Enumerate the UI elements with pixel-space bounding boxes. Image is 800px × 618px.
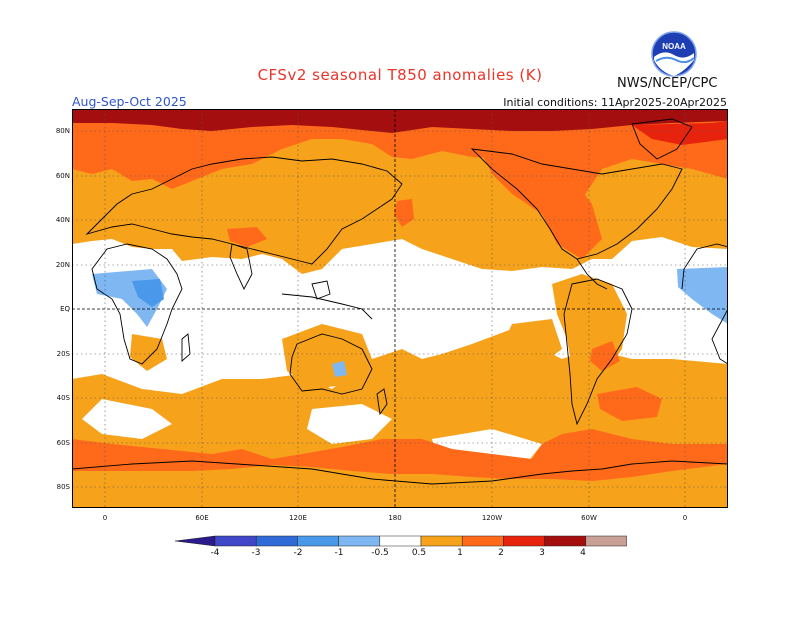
coastline-australia bbox=[289, 333, 373, 395]
anomaly-region-asia-red bbox=[227, 227, 267, 247]
map-title: CFSv2 seasonal T850 anomalies (K) bbox=[257, 66, 543, 84]
colorbar-swatch bbox=[379, 535, 422, 547]
anomaly-map bbox=[72, 109, 728, 508]
colorbar-swatch bbox=[214, 535, 257, 547]
colorbar-swatch bbox=[297, 535, 339, 547]
colorbar-swatch bbox=[503, 535, 545, 547]
anomaly-region-australia-orange bbox=[282, 324, 372, 389]
anomaly-region-pacific-red bbox=[394, 199, 414, 227]
colorbar-label: -2 bbox=[293, 548, 303, 558]
lat-label: 20N bbox=[55, 261, 70, 269]
agency-label: NWS/NCEP/CPC bbox=[617, 76, 718, 91]
coastline-borneo bbox=[311, 280, 331, 300]
lat-label: EQ bbox=[60, 305, 70, 313]
colorbar-swatch bbox=[585, 535, 627, 547]
lat-label: 80S bbox=[56, 483, 70, 491]
graticule bbox=[72, 109, 728, 508]
coastline-new-zealand bbox=[376, 388, 388, 416]
colorbar-label: 3 bbox=[539, 548, 545, 558]
lat-label: 60N bbox=[55, 172, 70, 180]
anomaly-region-north-america-red bbox=[482, 154, 602, 259]
noaa-logo-text: NOAA bbox=[662, 42, 686, 51]
colorbar-swatch bbox=[338, 535, 381, 547]
anomaly-region-africa-west-orange bbox=[130, 334, 167, 371]
colorbar-swatch bbox=[175, 535, 216, 547]
coastline-north-america bbox=[470, 148, 683, 260]
anomaly-region-atlantic-blue bbox=[677, 267, 728, 324]
coastlines bbox=[72, 118, 728, 485]
coastline-antarctica bbox=[72, 460, 728, 485]
lat-label: 40S bbox=[56, 394, 70, 402]
colorbar-swatch bbox=[544, 535, 587, 547]
map-frame bbox=[72, 109, 728, 508]
coastline-central-america bbox=[576, 258, 608, 290]
lon-label: 120E bbox=[289, 514, 307, 522]
anomaly-gap-south-1 bbox=[82, 399, 172, 439]
colorbar-swatch bbox=[420, 535, 463, 547]
anomaly-region-brazil-red bbox=[590, 341, 620, 371]
colorbar-label: 2 bbox=[498, 548, 504, 558]
colorbar-label: -0.5 bbox=[371, 548, 389, 558]
coastline-africa-repeat bbox=[681, 243, 728, 290]
noaa-logo: NOAA bbox=[651, 31, 697, 77]
anomaly-region-australia-blue bbox=[332, 361, 347, 377]
colorbar-label: -1 bbox=[334, 548, 344, 558]
anomaly-gap-south-2 bbox=[307, 404, 392, 444]
lon-label: 0 bbox=[102, 514, 108, 522]
colorbar-label: 4 bbox=[580, 548, 586, 558]
lat-label: 20S bbox=[56, 350, 70, 358]
lon-label: 0 bbox=[682, 514, 688, 522]
anomaly-region-southern-ocean-red bbox=[72, 429, 728, 481]
lon-label: 60E bbox=[195, 514, 209, 522]
lat-label: 60S bbox=[56, 439, 70, 447]
anomaly-region-arctic-darkred bbox=[72, 109, 728, 133]
lat-label: 80N bbox=[55, 127, 70, 135]
coastline-india bbox=[229, 243, 253, 291]
colorbar-label: -3 bbox=[251, 548, 261, 558]
colorbar-label: 1 bbox=[457, 548, 463, 558]
lon-label: 60W bbox=[581, 514, 597, 522]
colorbar bbox=[175, 535, 627, 547]
coastline-africa-repeat-south bbox=[711, 308, 728, 365]
coastline-south-america bbox=[563, 278, 633, 426]
anomaly-region-sw-pacific-orange bbox=[504, 319, 562, 364]
coastline-indonesia bbox=[281, 293, 373, 320]
anomaly-region-africa-blue-strong bbox=[132, 279, 164, 307]
colorbar-swatch bbox=[461, 535, 504, 547]
season-label: Aug-Sep-Oct 2025 bbox=[72, 94, 187, 109]
lon-label: 120W bbox=[481, 514, 503, 522]
coastline-greenland bbox=[631, 118, 693, 160]
lon-label: 180 bbox=[388, 514, 402, 522]
colorbar-swatch bbox=[255, 535, 298, 547]
anomaly-region-south-atlantic-red bbox=[597, 387, 662, 421]
anomaly-region-greenland-red bbox=[632, 121, 728, 145]
colorbar-label: 0.5 bbox=[411, 548, 427, 558]
initial-conditions-label: Initial conditions: 11Apr2025-20Apr2025 bbox=[503, 96, 727, 109]
lat-label: 40N bbox=[55, 216, 70, 224]
coastline-europe bbox=[85, 156, 403, 265]
colorbar-label: -4 bbox=[210, 548, 220, 558]
